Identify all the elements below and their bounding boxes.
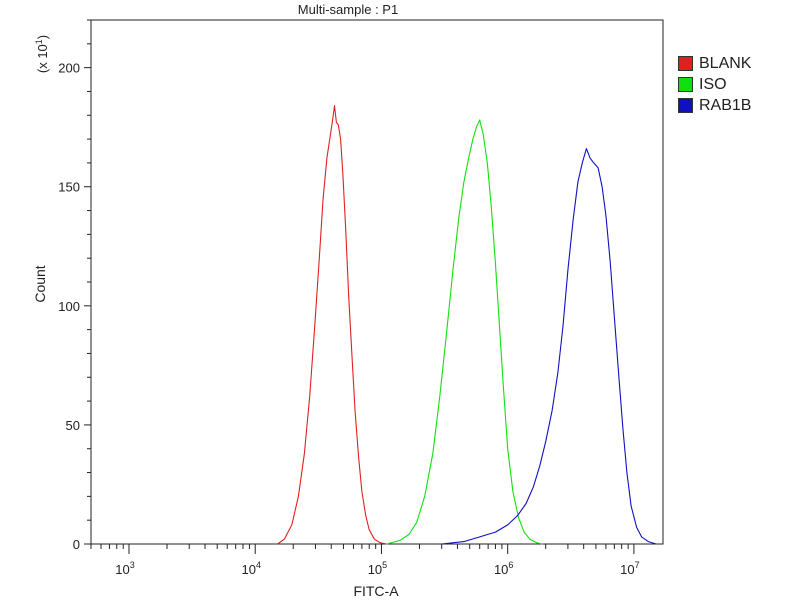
x-tick-label-0: 103: [115, 560, 134, 577]
legend-item-blank: BLANK: [678, 53, 796, 74]
legend-label-blank: BLANK: [699, 54, 752, 72]
x-axis-label: FITC-A: [353, 583, 399, 599]
y-scale-exponent: 1: [34, 39, 44, 44]
x-tick-base-2: 10: [368, 562, 382, 577]
x-tick-exp-3: 6: [508, 560, 513, 570]
series-line-blank: [277, 105, 387, 545]
y-tick-label-0: 0: [73, 537, 80, 552]
x-tick-base-3: 10: [494, 562, 508, 577]
legend-swatch-iso: [678, 77, 693, 92]
x-tick-label-1: 104: [241, 560, 260, 577]
y-axis-label: Count: [32, 265, 48, 302]
chart-title: Multi-sample : P1: [298, 2, 398, 17]
x-tick-base-0: 10: [115, 562, 129, 577]
x-tick-exp-1: 4: [256, 560, 261, 570]
legend-label-iso: ISO: [699, 75, 727, 93]
series-layer: [277, 105, 657, 545]
legend-label-rab1b: RAB1B: [699, 96, 752, 114]
x-tick-base-4: 10: [620, 562, 634, 577]
x-tick-label-3: 106: [494, 560, 513, 577]
x-tick-label-2: 105: [368, 560, 387, 577]
legend-item-iso: ISO: [678, 74, 796, 95]
y-tick-label-3: 150: [58, 180, 80, 195]
y-axis: 0 50 100 150 200: [58, 19, 91, 552]
x-tick-exp-0: 3: [130, 560, 135, 570]
x-tick-label-4: 107: [620, 560, 639, 577]
x-tick-exp-2: 5: [382, 560, 387, 570]
y-scale-prefix: (x 10: [35, 44, 50, 73]
x-tick-exp-4: 7: [635, 560, 640, 570]
y-tick-label-1: 50: [66, 418, 80, 433]
legend-swatch-blank: [678, 56, 693, 71]
plot-frame: [90, 19, 664, 545]
chart-legend: BLANK ISO RAB1B: [678, 53, 796, 116]
series-line-iso: [386, 119, 544, 545]
legend-swatch-rab1b: [678, 98, 693, 113]
x-tick-base-1: 10: [241, 562, 255, 577]
y-scale-note: (x 101): [34, 35, 50, 73]
svg-text:(x 101): (x 101): [34, 35, 50, 73]
legend-item-rab1b: RAB1B: [678, 95, 796, 116]
x-axis: 103 104 105 106 107: [90, 544, 640, 577]
series-line-rab1b: [441, 148, 657, 545]
y-tick-label-2: 100: [58, 299, 80, 314]
y-tick-label-4: 200: [58, 61, 80, 76]
